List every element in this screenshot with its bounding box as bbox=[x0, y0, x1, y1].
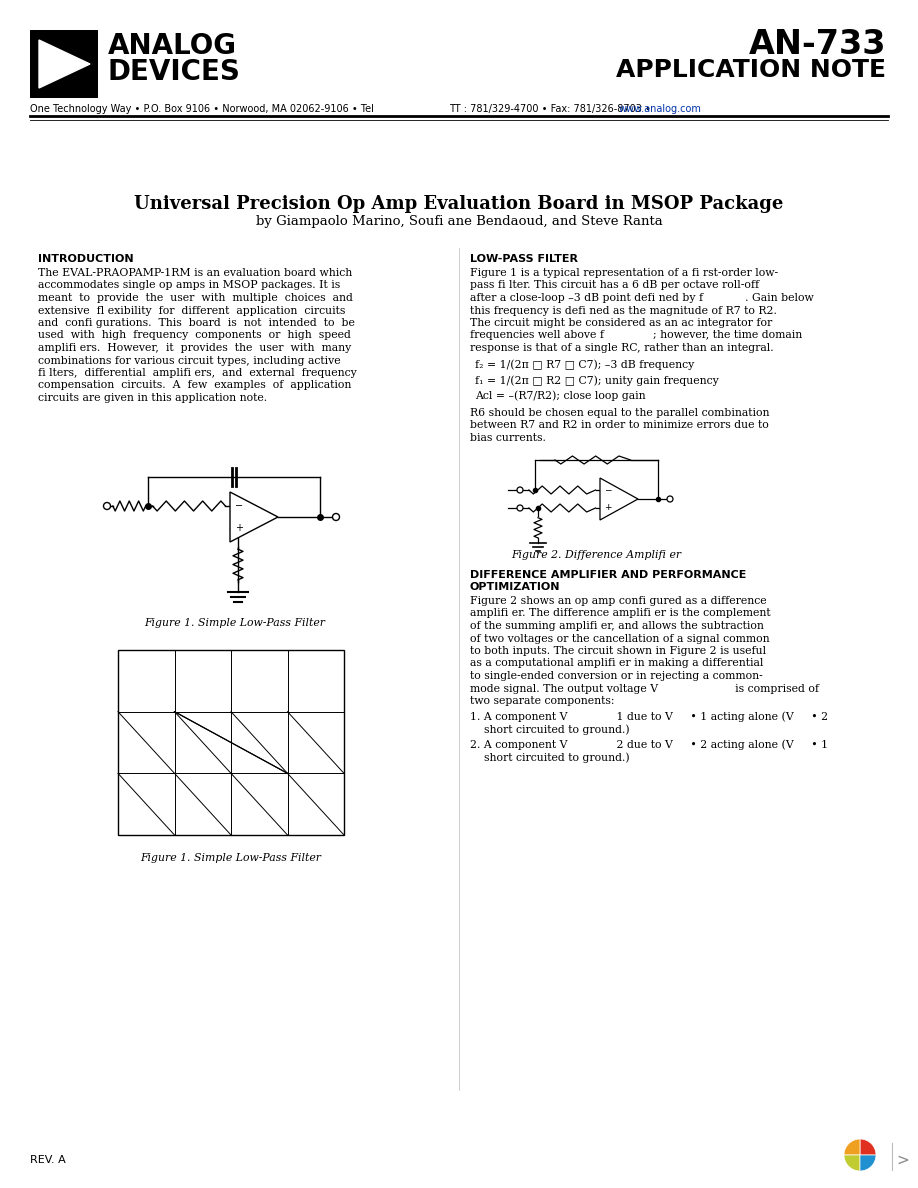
Wedge shape bbox=[844, 1139, 860, 1155]
Text: between R7 and R2 in order to minimize errors due to: between R7 and R2 in order to minimize e… bbox=[470, 421, 768, 430]
Text: Acl = –(R7/R2); close loop gain: Acl = –(R7/R2); close loop gain bbox=[475, 391, 645, 402]
Circle shape bbox=[104, 503, 110, 510]
Text: combinations for various circuit types, including active: combinations for various circuit types, … bbox=[38, 355, 341, 366]
Wedge shape bbox=[860, 1139, 876, 1155]
Text: fi lters,  differential  amplifi ers,  and  external  frequency: fi lters, differential amplifi ers, and … bbox=[38, 368, 357, 378]
Text: extensive  fl exibility  for  different  application  circuits: extensive fl exibility for different app… bbox=[38, 305, 345, 316]
Text: Figure 1. Simple Low-Pass Filter: Figure 1. Simple Low-Pass Filter bbox=[140, 853, 321, 862]
Text: short circuited to ground.): short circuited to ground.) bbox=[470, 723, 630, 734]
Text: 2. A component V              2 due to V     • 2 acting alone (V     • 1: 2. A component V 2 due to V • 2 acting a… bbox=[470, 739, 828, 750]
Text: to single-ended conversion or in rejecting a common-: to single-ended conversion or in rejecti… bbox=[470, 671, 763, 681]
Text: R6 should be chosen equal to the parallel combination: R6 should be chosen equal to the paralle… bbox=[470, 407, 769, 418]
Text: >: > bbox=[896, 1154, 909, 1168]
Text: www.analog.com: www.analog.com bbox=[619, 105, 702, 114]
Text: amplifi ers.  However,  it  provides  the  user  with  many: amplifi ers. However, it provides the us… bbox=[38, 343, 352, 353]
Text: bias currents.: bias currents. bbox=[470, 432, 546, 443]
Text: One Technology Way • P.O. Box 9106 • Norwood, MA 02062-9106 • Tel: One Technology Way • P.O. Box 9106 • Nor… bbox=[30, 105, 374, 114]
Text: pass fi lter. This circuit has a 6 dB per octave roll-off: pass fi lter. This circuit has a 6 dB pe… bbox=[470, 280, 759, 291]
Text: Figure 2 shows an op amp confi gured as a difference: Figure 2 shows an op amp confi gured as … bbox=[470, 596, 767, 606]
Text: The EVAL-PRAOPAMP-1RM is an evaluation board which: The EVAL-PRAOPAMP-1RM is an evaluation b… bbox=[38, 268, 353, 278]
Text: INTRODUCTION: INTRODUCTION bbox=[38, 254, 134, 264]
Text: this frequency is defi ned as the magnitude of R7 to R2.: this frequency is defi ned as the magnit… bbox=[470, 305, 777, 316]
Text: Figure 1. Simple Low-Pass Filter: Figure 1. Simple Low-Pass Filter bbox=[144, 618, 326, 628]
Text: circuits are given in this application note.: circuits are given in this application n… bbox=[38, 393, 267, 403]
Text: DIFFERENCE AMPLIFIER AND PERFORMANCE: DIFFERENCE AMPLIFIER AND PERFORMANCE bbox=[470, 570, 746, 580]
Text: frequencies well above f              ; however, the time domain: frequencies well above f ; however, the … bbox=[470, 330, 802, 341]
Text: of two voltages or the cancellation of a signal common: of two voltages or the cancellation of a… bbox=[470, 633, 769, 644]
Text: +: + bbox=[604, 504, 611, 512]
Text: by Giampaolo Marino, Soufi ane Bendaoud, and Steve Ranta: by Giampaolo Marino, Soufi ane Bendaoud,… bbox=[255, 215, 663, 228]
Text: The circuit might be considered as an ac integrator for: The circuit might be considered as an ac… bbox=[470, 318, 772, 328]
Polygon shape bbox=[39, 40, 90, 88]
Polygon shape bbox=[600, 478, 638, 520]
Text: f₂ = 1/(2π □ R7 □ C7); –3 dB frequency: f₂ = 1/(2π □ R7 □ C7); –3 dB frequency bbox=[475, 360, 694, 371]
Text: −: − bbox=[235, 501, 243, 511]
Bar bbox=[30, 30, 98, 97]
Wedge shape bbox=[844, 1155, 860, 1171]
Text: and  confi gurations.  This  board  is  not  intended  to  be: and confi gurations. This board is not i… bbox=[38, 318, 355, 328]
Text: accommodates single op amps in MSOP packages. It is: accommodates single op amps in MSOP pack… bbox=[38, 280, 341, 291]
Text: TT : 781/329-4700 • Fax: 781/326-8703 •: TT : 781/329-4700 • Fax: 781/326-8703 • bbox=[449, 105, 651, 114]
Text: response is that of a single RC, rather than an integral.: response is that of a single RC, rather … bbox=[470, 343, 774, 353]
Text: Figure 2. Difference Amplifi er: Figure 2. Difference Amplifi er bbox=[511, 550, 681, 560]
Text: REV. A: REV. A bbox=[30, 1155, 66, 1165]
Text: after a close-loop –3 dB point defi ned by f            . Gain below: after a close-loop –3 dB point defi ned … bbox=[470, 293, 813, 303]
Text: DEVICES: DEVICES bbox=[108, 58, 241, 86]
Circle shape bbox=[517, 487, 523, 493]
Text: mode signal. The output voltage V                      is comprised of: mode signal. The output voltage V is com… bbox=[470, 683, 819, 694]
Text: amplifi er. The difference amplifi er is the complement: amplifi er. The difference amplifi er is… bbox=[470, 608, 770, 619]
Text: AN-733: AN-733 bbox=[748, 29, 886, 61]
Wedge shape bbox=[860, 1155, 876, 1171]
Text: APPLICATION NOTE: APPLICATION NOTE bbox=[616, 58, 886, 82]
Text: to both inputs. The circuit shown in Figure 2 is useful: to both inputs. The circuit shown in Fig… bbox=[470, 646, 767, 656]
Text: OPTIMIZATION: OPTIMIZATION bbox=[470, 582, 561, 592]
Text: compensation  circuits.  A  few  examples  of  application: compensation circuits. A few examples of… bbox=[38, 380, 352, 391]
Circle shape bbox=[332, 513, 340, 520]
Circle shape bbox=[667, 497, 673, 503]
Text: Figure 1 is a typical representation of a fi rst-order low-: Figure 1 is a typical representation of … bbox=[470, 268, 778, 278]
Text: f₁ = 1/(2π □ R2 □ C7); unity gain frequency: f₁ = 1/(2π □ R2 □ C7); unity gain freque… bbox=[475, 375, 719, 386]
Text: short circuited to ground.): short circuited to ground.) bbox=[470, 752, 630, 763]
Text: as a computational amplifi er in making a differential: as a computational amplifi er in making … bbox=[470, 658, 764, 669]
Text: +: + bbox=[235, 523, 243, 533]
Text: 1. A component V              1 due to V     • 1 acting alone (V     • 2: 1. A component V 1 due to V • 1 acting a… bbox=[470, 712, 828, 722]
Text: used  with  high  frequency  components  or  high  speed: used with high frequency components or h… bbox=[38, 330, 351, 341]
Text: meant  to  provide  the  user  with  multiple  choices  and: meant to provide the user with multiple … bbox=[38, 293, 353, 303]
Text: LOW-PASS FILTER: LOW-PASS FILTER bbox=[470, 254, 578, 264]
Text: ANALOG: ANALOG bbox=[108, 32, 237, 61]
Text: Universal Precision Op Amp Evaluation Board in MSOP Package: Universal Precision Op Amp Evaluation Bo… bbox=[134, 195, 784, 213]
Text: −: − bbox=[604, 486, 611, 494]
Bar bbox=[118, 650, 344, 835]
Polygon shape bbox=[230, 492, 278, 542]
Text: two separate components:: two separate components: bbox=[470, 696, 614, 706]
Text: of the summing amplifi er, and allows the subtraction: of the summing amplifi er, and allows th… bbox=[470, 621, 764, 631]
Circle shape bbox=[517, 505, 523, 511]
